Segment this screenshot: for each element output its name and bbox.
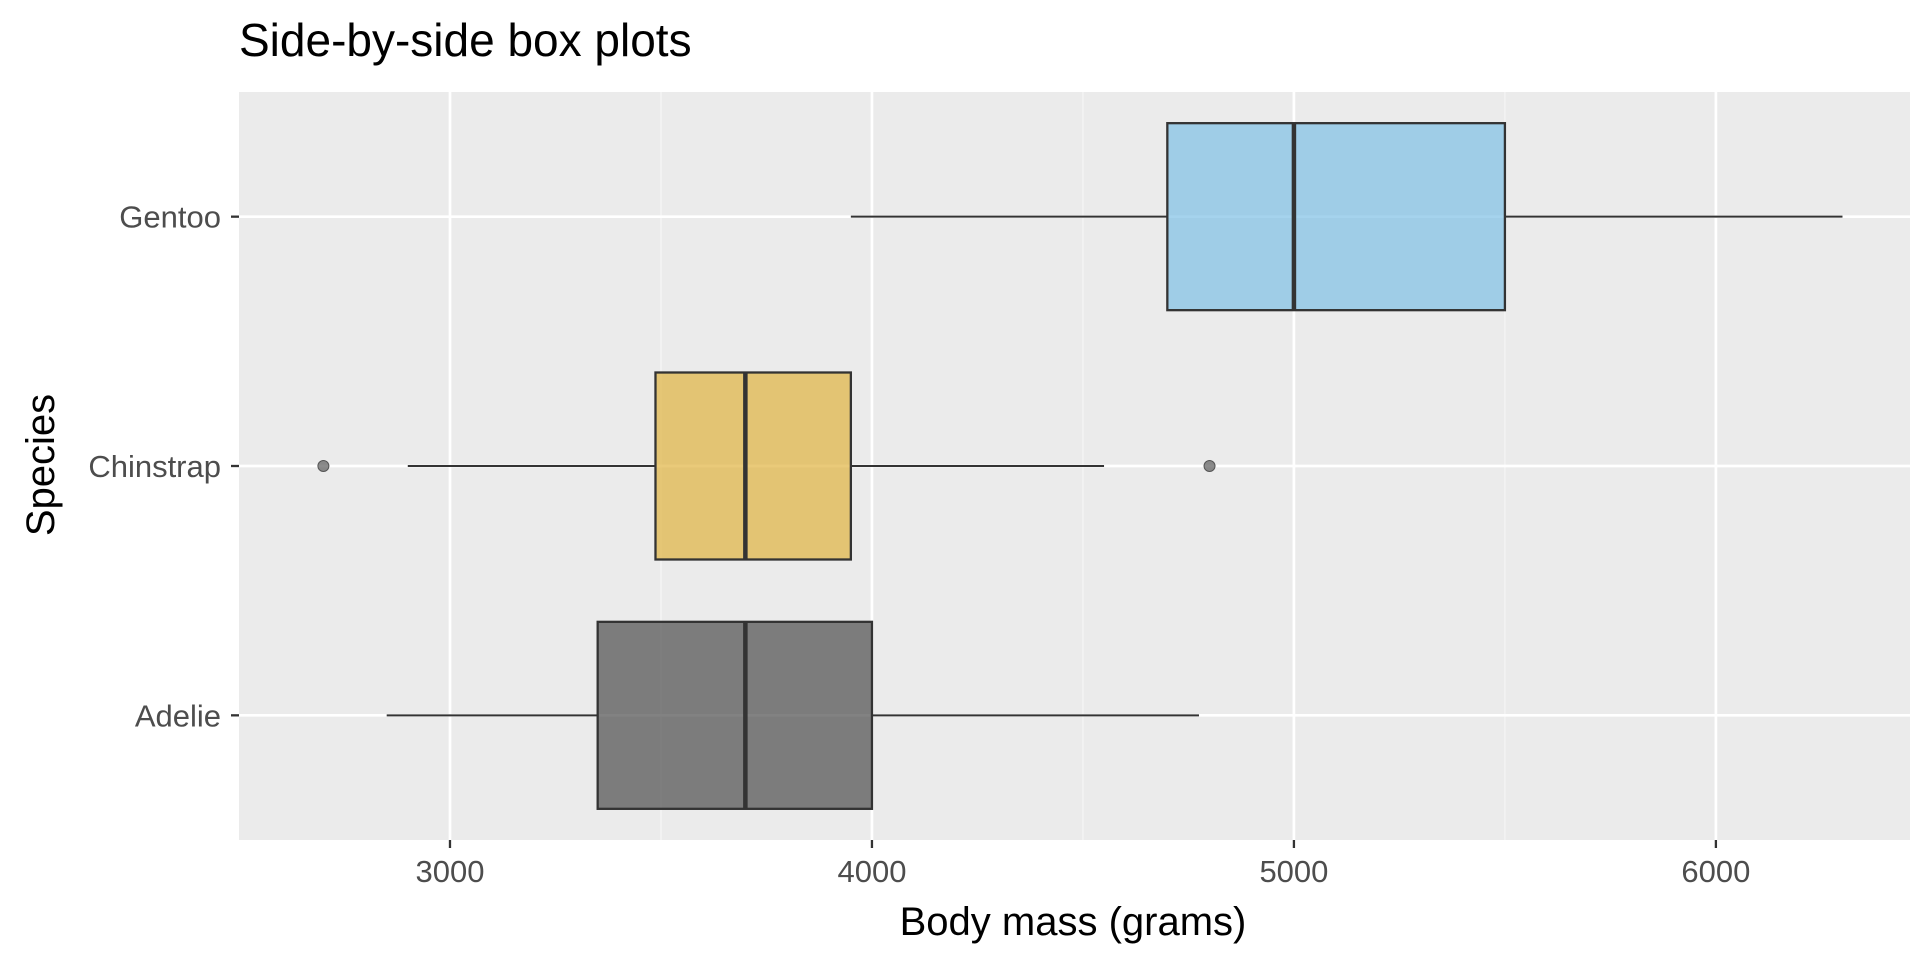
plot-panel	[239, 92, 1910, 840]
box-chinstrap	[317, 371, 1216, 561]
x-axis: 3000 4000 5000 6000	[416, 840, 1750, 889]
x-axis-title: Body mass (grams)	[900, 900, 1247, 944]
x-tick-label: 6000	[1681, 854, 1750, 889]
y-tick-label: Adelie	[135, 698, 221, 733]
y-tick-label: Gentoo	[119, 200, 221, 235]
y-axis: Adelie Chinstrap Gentoo	[88, 200, 239, 733]
y-tick-label: Chinstrap	[88, 449, 221, 484]
box-body	[596, 620, 874, 810]
outlier-point	[1203, 460, 1216, 472]
box-adelie	[386, 620, 1199, 810]
chart-title: Side-by-side box plots	[239, 14, 692, 66]
box-body	[1166, 122, 1507, 312]
x-tick-label: 3000	[416, 854, 485, 889]
x-tick-label: 4000	[837, 854, 906, 889]
box-gentoo	[850, 122, 1843, 312]
x-tick-label: 5000	[1259, 854, 1328, 889]
y-axis-title: Species	[19, 394, 63, 536]
outlier-point	[317, 460, 330, 472]
box-body	[654, 371, 853, 561]
